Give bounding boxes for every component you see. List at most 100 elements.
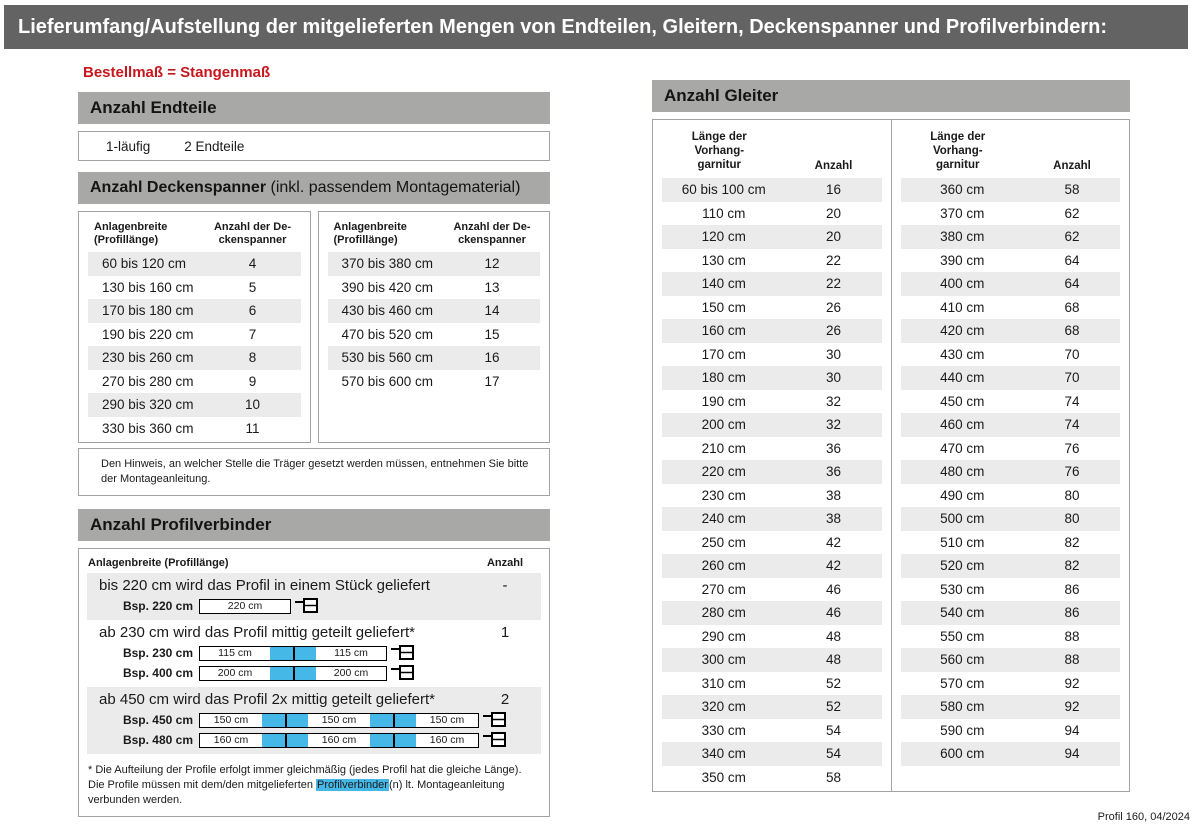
example-label: Bsp. 450 cm bbox=[122, 713, 193, 727]
table-row: 290 bis 320 cm 10 bbox=[88, 393, 301, 417]
table-row: 430 bis 460 cm 14 bbox=[327, 299, 540, 323]
row-label: 180 cm bbox=[701, 370, 746, 386]
row-value: 26 bbox=[825, 323, 842, 339]
table-header: Anlagenbreite (Profillänge) Anzahl der D… bbox=[319, 221, 541, 247]
profilverbinder-table: Anlagenbreite (Profillänge) Anzahl bis 2… bbox=[78, 548, 550, 817]
table-row: 130 cm 22 bbox=[662, 249, 882, 273]
row-value: 58 bbox=[825, 769, 842, 785]
row-label: 390 cm bbox=[940, 252, 985, 268]
example-label: Bsp. 480 cm bbox=[122, 733, 193, 747]
row-label: 140 cm bbox=[701, 276, 746, 292]
row-label: 460 cm bbox=[940, 417, 985, 433]
table-header: Anlagenbreite (Profillänge) Anzahl der D… bbox=[79, 221, 301, 247]
row-label: 250 cm bbox=[701, 534, 746, 550]
row-label: 390 bis 420 cm bbox=[341, 279, 434, 295]
table-row: 470 bis 520 cm 15 bbox=[328, 323, 541, 347]
row-label: 550 cm bbox=[940, 628, 985, 644]
profile-bar: 115 cm 115 cm bbox=[199, 645, 387, 661]
profile-connector bbox=[370, 713, 416, 727]
table-row: 210 cm 36 bbox=[662, 437, 882, 461]
table-row: 400 cm 64 bbox=[900, 272, 1120, 296]
table-row: 510 cm 82 bbox=[901, 531, 1121, 555]
profile-connector bbox=[270, 666, 316, 680]
row-value: 13 bbox=[484, 279, 500, 295]
row-value: 52 bbox=[825, 699, 842, 715]
row-value: 82 bbox=[1064, 558, 1080, 574]
row-label: 520 cm bbox=[940, 558, 985, 574]
gleiter-table-right: Länge der Vorhang- garnitur Anzahl 360 c… bbox=[890, 120, 1130, 791]
row-value: 80 bbox=[1064, 487, 1080, 503]
row-value: 74 bbox=[1064, 393, 1080, 409]
profile-example: Bsp. 480 cm 160 cm 160 cm 160 cm bbox=[87, 731, 541, 749]
row-label: 370 bis 380 cm bbox=[341, 256, 434, 272]
column-header-anlagenbreite: Anlagenbreite (Profillänge) bbox=[88, 557, 229, 569]
table-row: 270 cm 46 bbox=[662, 578, 882, 602]
row-value: 94 bbox=[1064, 722, 1080, 738]
row-value: 46 bbox=[825, 581, 842, 597]
example-label: Bsp. 400 cm bbox=[122, 666, 193, 680]
table-row: 270 bis 280 cm 9 bbox=[88, 370, 301, 394]
table-row: 60 bis 100 cm 16 bbox=[662, 178, 882, 202]
endteile-row-label: 1-läufig bbox=[106, 138, 151, 154]
table-row: 560 cm 88 bbox=[900, 648, 1120, 672]
column-header-anzahl: Anzahl bbox=[814, 160, 853, 172]
row-label: 400 cm bbox=[940, 276, 985, 292]
row-label: 440 cm bbox=[940, 370, 985, 386]
row-value: 11 bbox=[245, 420, 260, 436]
table-row: 200 cm 32 bbox=[662, 413, 882, 437]
table-row: 110 cm 20 bbox=[662, 202, 882, 226]
row-value: 9 bbox=[248, 373, 257, 389]
column-header-anlagenbreite: Anlagenbreite (Profillänge) bbox=[94, 221, 168, 246]
footnote-text-post: (n) lt. Montageanleitung verbunden werde… bbox=[88, 779, 505, 806]
left-column: Anzahl Endteile 1-läufig 2 Endteile Anza… bbox=[78, 92, 550, 817]
row-value: 48 bbox=[825, 628, 842, 644]
row-value: 46 bbox=[825, 605, 842, 621]
table-row: 390 bis 420 cm 13 bbox=[328, 276, 541, 300]
table-row: 130 bis 160 cm 5 bbox=[88, 276, 301, 300]
row-value: 62 bbox=[1064, 229, 1080, 245]
row-label: 410 cm bbox=[940, 299, 985, 315]
column-header-vorhanggarnitur: Länge der Vorhang- garnitur bbox=[691, 131, 747, 171]
row-label: 190 bis 220 cm bbox=[102, 326, 194, 342]
deckenspanner-heading-bold: Anzahl Deckenspanner bbox=[90, 179, 267, 196]
table-row: 450 cm 74 bbox=[901, 390, 1121, 414]
table-row: 370 bis 380 cm 12 bbox=[327, 252, 540, 276]
table-row: 570 bis 600 cm 17 bbox=[328, 370, 541, 394]
row-label: 490 cm bbox=[940, 487, 985, 503]
gleiter-tables: Länge der Vorhang- garnitur Anzahl 60 bi… bbox=[652, 119, 1130, 792]
table-row: 170 bis 180 cm 6 bbox=[88, 299, 301, 323]
table-header: Anlagenbreite (Profillänge) Anzahl bbox=[79, 555, 549, 573]
row-value: 22 bbox=[825, 252, 842, 268]
table-row: 360 cm 58 bbox=[900, 178, 1120, 202]
row-value: 20 bbox=[825, 205, 842, 221]
row-value: 92 bbox=[1064, 675, 1080, 691]
deckenspanner-tables: Anlagenbreite (Profillänge) Anzahl der D… bbox=[78, 211, 550, 443]
table-row: 480 cm 76 bbox=[900, 460, 1120, 484]
row-anzahl: 2 bbox=[500, 691, 510, 708]
table-row: 170 cm 30 bbox=[662, 343, 882, 367]
profile-end bbox=[483, 731, 507, 749]
row-value: 80 bbox=[1064, 511, 1080, 527]
table-row: 230 bis 260 cm 8 bbox=[88, 346, 301, 370]
row-value: 16 bbox=[484, 350, 500, 366]
table-body: 60 bis 120 cm 4 130 bis 160 cm 5 170 bis 180… bbox=[79, 252, 310, 440]
endteile-table: 1-läufig 2 Endteile bbox=[78, 131, 550, 161]
footnote-text-pre: * Die Aufteilung der Profile erfolgt imm… bbox=[88, 764, 522, 791]
row-value: 86 bbox=[1064, 605, 1080, 621]
row-value: 82 bbox=[1064, 534, 1080, 550]
table-row: 190 bis 220 cm 7 bbox=[88, 323, 301, 347]
table-row: 260 cm 42 bbox=[662, 554, 882, 578]
row-value: 32 bbox=[825, 417, 842, 433]
profilverbinder-row: ab 450 cm wird das Profil 2x mittig gete… bbox=[87, 687, 541, 754]
table-row: 280 cm 46 bbox=[662, 601, 882, 625]
row-label: 560 cm bbox=[940, 652, 985, 668]
row-label: 160 cm bbox=[701, 323, 746, 339]
row-value: 70 bbox=[1064, 370, 1080, 386]
row-label: 290 cm bbox=[701, 628, 746, 644]
row-label: 380 cm bbox=[940, 229, 985, 245]
row-value: 42 bbox=[825, 558, 842, 574]
row-label: 230 cm bbox=[701, 487, 746, 503]
profile-end bbox=[391, 664, 415, 682]
deckenspanner-heading-rest: (inkl. passendem Montagematerial) bbox=[266, 179, 521, 196]
row-value: 88 bbox=[1064, 652, 1080, 668]
